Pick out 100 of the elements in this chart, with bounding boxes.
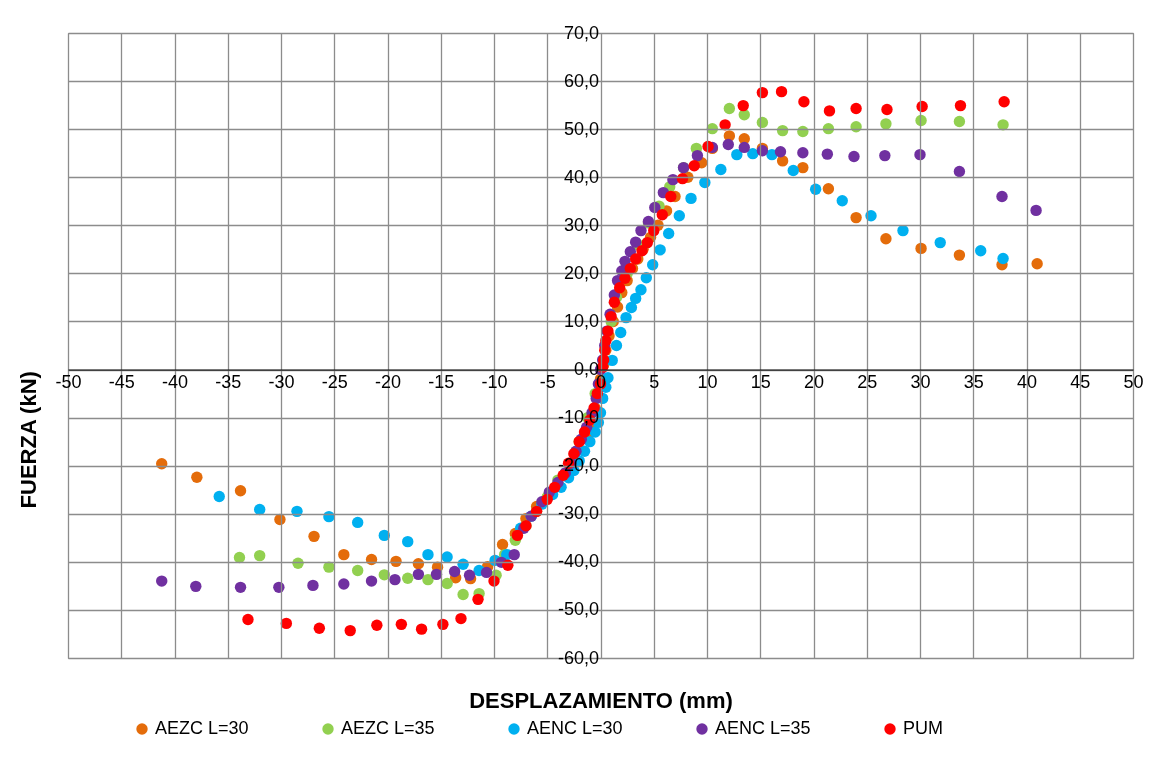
point <box>723 102 736 115</box>
x-tick-label: 10 <box>697 372 718 393</box>
point <box>640 272 652 284</box>
point <box>549 481 561 494</box>
x-tick-label: -10 <box>481 372 508 393</box>
point <box>881 103 893 116</box>
point <box>430 568 443 581</box>
point <box>776 155 789 167</box>
point <box>441 551 453 563</box>
point <box>234 581 247 594</box>
point <box>351 564 364 577</box>
point <box>953 115 966 128</box>
point <box>997 119 1009 131</box>
y-tick-label: 10,0 <box>563 310 599 331</box>
point <box>307 579 319 592</box>
point <box>747 147 759 160</box>
point <box>610 339 623 352</box>
x-tick-label: 15 <box>750 372 771 393</box>
y-tick-label: 20,0 <box>563 262 599 283</box>
point <box>656 209 668 221</box>
point <box>774 146 787 158</box>
x-tick-label: -15 <box>428 372 455 393</box>
y-tick-label: -50,0 <box>557 599 599 620</box>
point <box>848 150 860 163</box>
point <box>280 617 293 630</box>
point <box>737 99 749 112</box>
point <box>797 161 809 174</box>
point <box>953 165 966 178</box>
x-tick-label: 25 <box>857 372 878 393</box>
legend-label: AENC L=35 <box>715 718 811 738</box>
point <box>415 623 428 635</box>
point <box>880 233 892 245</box>
point <box>448 565 461 578</box>
point <box>351 516 364 529</box>
point <box>496 538 509 551</box>
point <box>953 249 966 261</box>
x-tick-label: -20 <box>374 372 402 393</box>
point <box>654 244 666 256</box>
x-tick-label: -30 <box>268 372 295 393</box>
point <box>480 566 493 579</box>
point <box>1030 204 1042 217</box>
x-tick-label: -35 <box>215 372 242 393</box>
x-tick-label: -40 <box>161 372 189 393</box>
x-tick-label: 35 <box>963 372 984 393</box>
y-tick-label: 70,0 <box>563 22 599 43</box>
point <box>422 573 434 586</box>
point <box>954 99 967 112</box>
point <box>775 85 788 98</box>
x-tick-label: -25 <box>321 372 348 393</box>
point <box>378 529 391 542</box>
legend-label: AENC L=30 <box>527 718 623 738</box>
point <box>191 471 203 483</box>
y-tick-label: -40,0 <box>557 551 599 572</box>
point <box>402 535 414 548</box>
point <box>371 619 383 631</box>
point <box>463 569 476 581</box>
point <box>508 548 520 561</box>
point <box>688 160 700 172</box>
point <box>738 141 750 154</box>
point <box>412 568 425 581</box>
y-tick-label: 40,0 <box>563 166 599 187</box>
y-tick-label: -30,0 <box>557 503 599 524</box>
point <box>880 118 892 130</box>
point <box>934 236 946 249</box>
point <box>685 192 697 205</box>
point <box>850 211 862 224</box>
point <box>975 245 987 257</box>
point <box>313 622 326 634</box>
legend-label: AEZC L=30 <box>155 718 249 738</box>
x-tick-label: 5 <box>649 372 660 393</box>
point <box>254 503 266 516</box>
point <box>254 549 266 562</box>
point <box>613 282 626 294</box>
point <box>441 577 453 590</box>
x-tick-label: -45 <box>108 372 135 393</box>
point <box>673 210 686 222</box>
y-tick-label: -10,0 <box>557 407 599 428</box>
y-axis-title: FUERZA (kN) <box>15 371 41 509</box>
point <box>389 573 401 586</box>
x-tick-label: -50 <box>55 372 82 393</box>
y-tick-label: 50,0 <box>563 118 599 139</box>
point <box>998 96 1010 108</box>
y-tick-label: 60,0 <box>563 70 599 91</box>
point <box>422 548 434 561</box>
x-tick-label: 50 <box>1123 372 1144 393</box>
y-tick-label: 30,0 <box>563 214 599 235</box>
point <box>722 138 734 151</box>
point <box>731 148 743 161</box>
point <box>641 236 654 249</box>
x-tick-label: 20 <box>803 372 825 393</box>
x-tick-label: 30 <box>910 372 931 393</box>
point <box>798 96 810 108</box>
point <box>615 326 627 339</box>
x-tick-label: -5 <box>539 372 556 393</box>
point <box>338 578 350 590</box>
legend-label: PUM <box>903 718 943 738</box>
x-tick-label: 40 <box>1016 372 1038 393</box>
point <box>996 190 1008 203</box>
point <box>395 618 408 631</box>
point <box>1031 258 1043 270</box>
